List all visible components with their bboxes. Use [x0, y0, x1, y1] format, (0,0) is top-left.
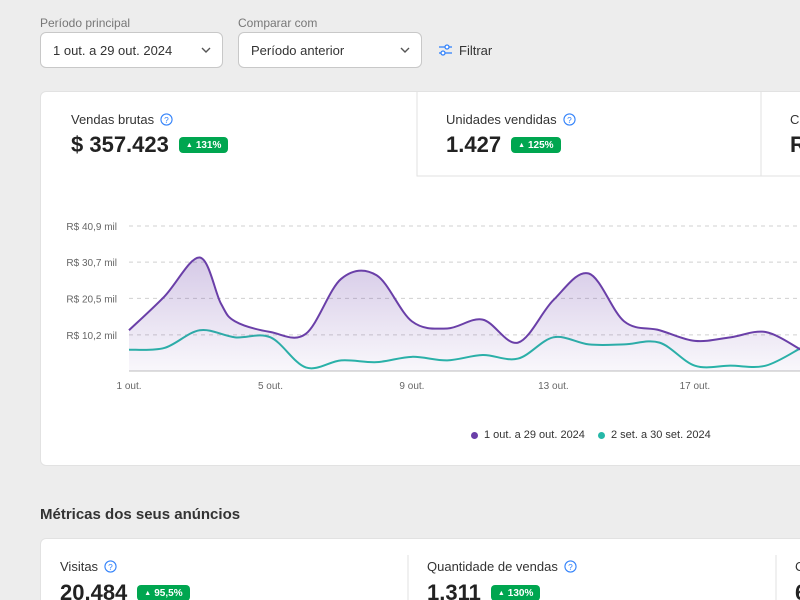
kpi-value: 1.427 [446, 132, 502, 157]
help-icon[interactable]: ? [104, 560, 117, 573]
x-tick-label: 1 out. [116, 381, 141, 392]
arrow-up-icon: ▲ [185, 141, 193, 149]
main-period-select[interactable]: 1 out. a 29 out. 2024 [40, 32, 223, 68]
kpi-value: R [790, 132, 800, 158]
metric-title: C [795, 559, 800, 574]
chevron-down-icon [400, 47, 410, 53]
growth-value: 95,5% [154, 587, 183, 599]
arrow-up-icon: ▲ [497, 589, 505, 597]
legend-label: 2 set. a 30 set. 2024 [611, 429, 711, 441]
kpi-value: $ 357.423 [71, 132, 169, 157]
compare-value: Período anterior [251, 42, 345, 58]
y-tick-label: R$ 30,7 mil [66, 258, 117, 269]
kpi-title: Unidades vendidas [446, 112, 557, 127]
x-tick-label: 13 out. [538, 381, 569, 392]
arrow-up-icon: ▲ [144, 589, 152, 597]
kpi-title: Cu [790, 112, 800, 127]
growth-badge: ▲ 125% [511, 137, 561, 153]
metric-value: 6 [795, 580, 800, 600]
help-icon[interactable]: ? [562, 113, 576, 126]
growth-value: 131% [195, 139, 222, 151]
y-tick-label: R$ 10,2 mil [66, 331, 117, 342]
growth-badge: ▲ 130% [490, 585, 541, 600]
growth-value: 125% [528, 139, 554, 151]
filter-button[interactable]: Filtrar [438, 40, 492, 60]
legend-dot [471, 431, 478, 439]
compare-label: Comparar com [238, 16, 318, 30]
main-period-value: 1 out. a 29 out. 2024 [53, 42, 173, 58]
kpi-title: Vendas brutas [71, 112, 155, 127]
sales-chart: R$ 40,9 mil R$ 30,7 mil R$ 20,5 mil R$ 10,2… [66, 92, 800, 392]
sliders-icon [439, 43, 452, 56]
main-period-label: Período principal [40, 16, 131, 30]
x-tick-label: 17 out. [680, 381, 711, 392]
metric-value: 20.484 [60, 580, 128, 600]
legend-dot [598, 431, 605, 439]
legend-item-primary[interactable]: 1 out. a 29 out. 2024 [471, 429, 585, 441]
metric-title: Quantidade de vendas [427, 559, 558, 574]
svg-text:?: ? [568, 562, 573, 572]
svg-text:?: ? [164, 115, 169, 125]
compare-select[interactable]: Período anterior [238, 32, 422, 68]
x-tick-label: 9 out. [399, 381, 424, 392]
series-line-primary [128, 256, 800, 351]
growth-badge: ▲ 131% [178, 137, 229, 153]
y-tick-label: R$ 40,9 mil [66, 222, 117, 233]
legend-item-compare[interactable]: 2 set. a 30 set. 2024 [598, 429, 711, 441]
filter-button-label: Filtrar [459, 42, 493, 58]
metric-title: Visitas [60, 559, 99, 574]
svg-text:?: ? [567, 115, 572, 125]
series-area [129, 257, 800, 371]
chevron-down-icon [201, 47, 211, 53]
metrics-dividers [407, 555, 777, 600]
growth-value: 130% [507, 587, 534, 599]
growth-badge: ▲ 95,5% [137, 585, 190, 600]
help-icon[interactable]: ? [160, 113, 173, 126]
metrics-section-title: Métricas dos seus anúncios [40, 506, 241, 523]
metrics-card: Visitas ? 20.484 ▲ 95,5% Quantidade de ve… [40, 538, 800, 600]
help-icon[interactable]: ? [564, 560, 577, 573]
svg-text:?: ? [108, 562, 113, 572]
arrow-up-icon: ▲ [518, 141, 525, 149]
x-tick-label: 5 out. [258, 381, 283, 392]
sales-card: R$ 40,9 mil R$ 30,7 mil R$ 20,5 mil R$ 10,2… [40, 91, 800, 466]
metric-value: 1.311 [427, 580, 481, 600]
legend-label: 1 out. a 29 out. 2024 [484, 429, 585, 441]
y-tick-label: R$ 20,5 mil [66, 294, 117, 305]
